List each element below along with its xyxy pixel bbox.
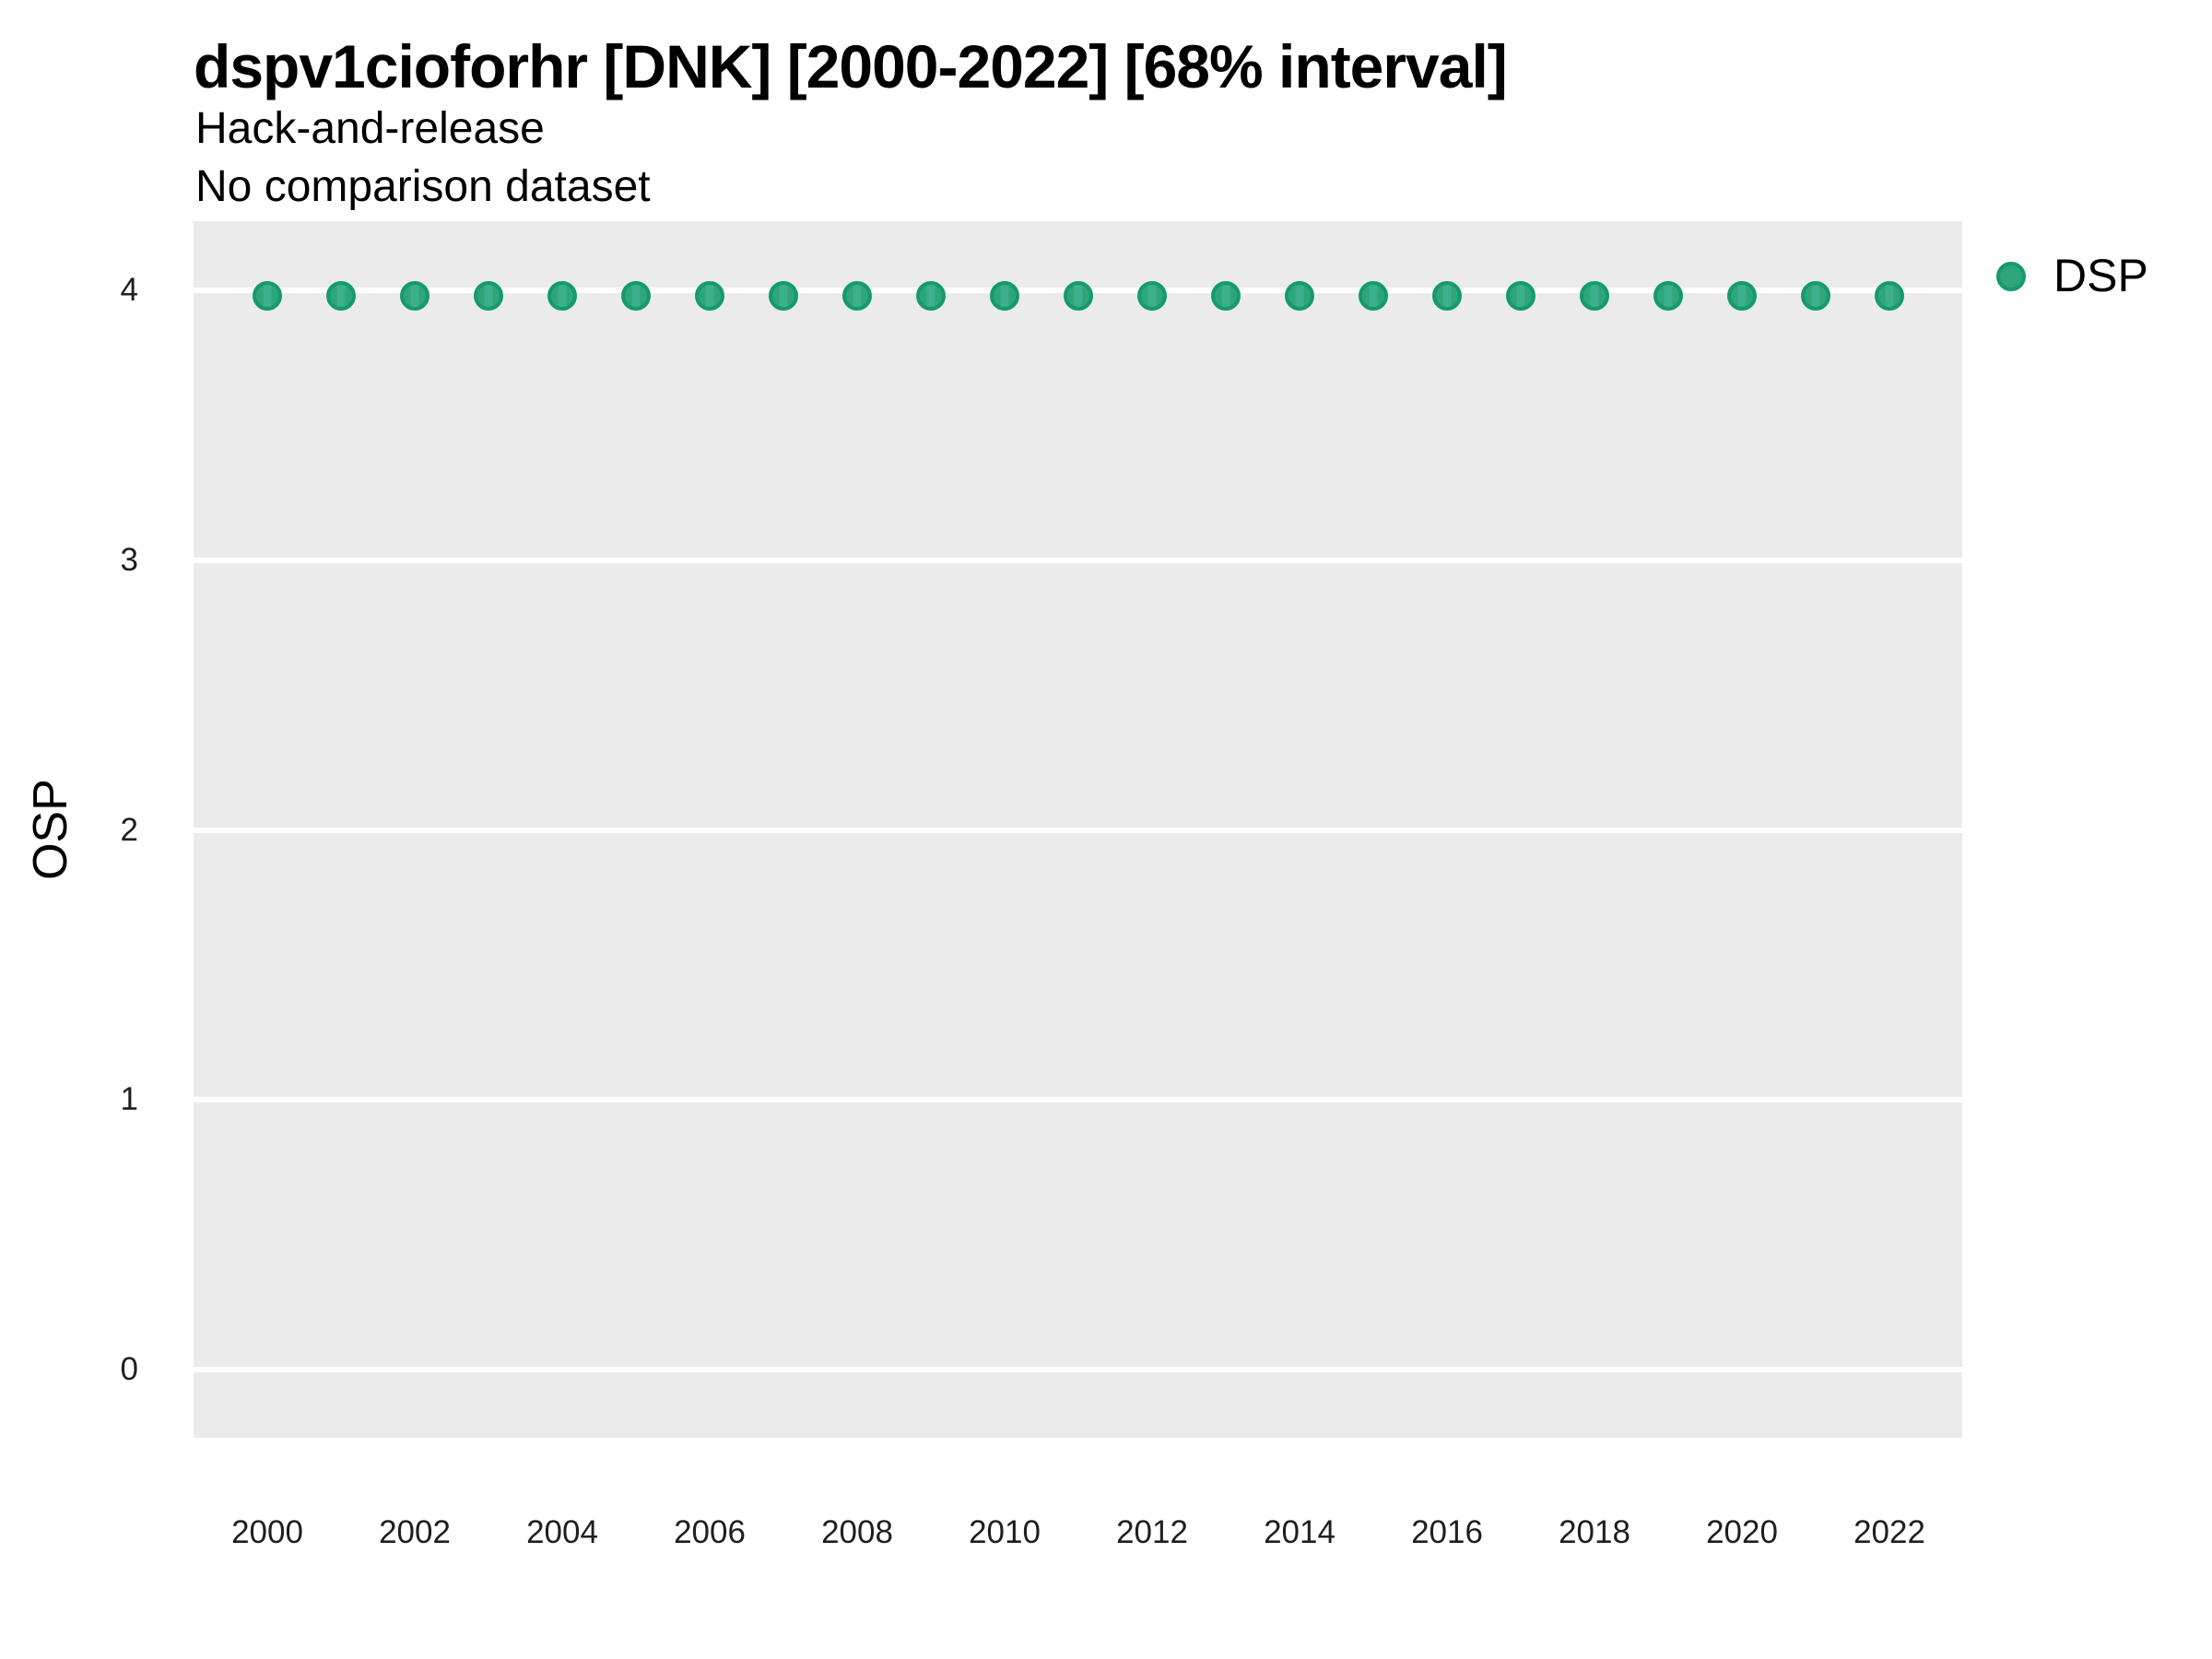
data-point [326, 280, 356, 311]
plot-panel [194, 221, 1962, 1438]
x-tick-label: 2022 [1853, 1514, 1925, 1550]
x-tick-label: 2008 [821, 1514, 893, 1550]
data-point [400, 280, 429, 311]
x-tick-label: 2010 [969, 1514, 1041, 1550]
legend-label: DSP [2053, 249, 2148, 301]
data-point [1285, 280, 1314, 311]
subtitle-line-2: No comparison dataset [195, 162, 651, 211]
data-point [621, 280, 651, 311]
gridline-y-2 [194, 827, 1962, 833]
y-tick-label: 4 [120, 272, 138, 308]
data-point [1801, 280, 1830, 311]
data-point [695, 280, 724, 311]
data-point [769, 280, 798, 311]
x-tick-label: 2002 [379, 1514, 451, 1550]
x-tick-label: 2006 [674, 1514, 746, 1550]
gridline-y-1 [194, 1097, 1962, 1103]
data-point [1211, 280, 1241, 311]
x-tick-label: 2012 [1116, 1514, 1188, 1550]
y-tick-label: 3 [120, 541, 138, 578]
subtitle-line-1: Hack-and-release [195, 104, 545, 153]
data-point [916, 280, 946, 311]
x-tick-label: 2016 [1411, 1514, 1483, 1550]
x-tick-label: 2000 [231, 1514, 303, 1550]
data-point [1727, 280, 1757, 311]
y-tick-label: 2 [120, 811, 138, 848]
chart-subtitle: Hack-and-release No comparison dataset [195, 100, 651, 216]
data-point [842, 280, 872, 311]
y-tick-label: 0 [120, 1351, 138, 1387]
data-point [1506, 280, 1535, 311]
data-point [1432, 280, 1462, 311]
gridline-y-0 [194, 1367, 1962, 1372]
data-point [474, 280, 503, 311]
x-tick-label: 2020 [1706, 1514, 1778, 1550]
data-point [1875, 280, 1904, 311]
legend-circle-icon [1996, 262, 2026, 291]
data-point [253, 280, 282, 311]
data-point [990, 280, 1019, 311]
gridline-y-3 [194, 557, 1962, 563]
data-point [547, 280, 577, 311]
x-tick-label: 2004 [526, 1514, 598, 1550]
data-point [1064, 280, 1093, 311]
data-point [1137, 280, 1167, 311]
data-point [1653, 280, 1683, 311]
y-tick-label: 1 [120, 1081, 138, 1118]
data-point [1359, 280, 1388, 311]
chart-title: dspv1cioforhr [DNK] [2000-2022] [68% int… [194, 32, 1508, 100]
data-point [1580, 280, 1609, 311]
x-tick-label: 2018 [1559, 1514, 1630, 1550]
x-tick-label: 2014 [1264, 1514, 1335, 1550]
